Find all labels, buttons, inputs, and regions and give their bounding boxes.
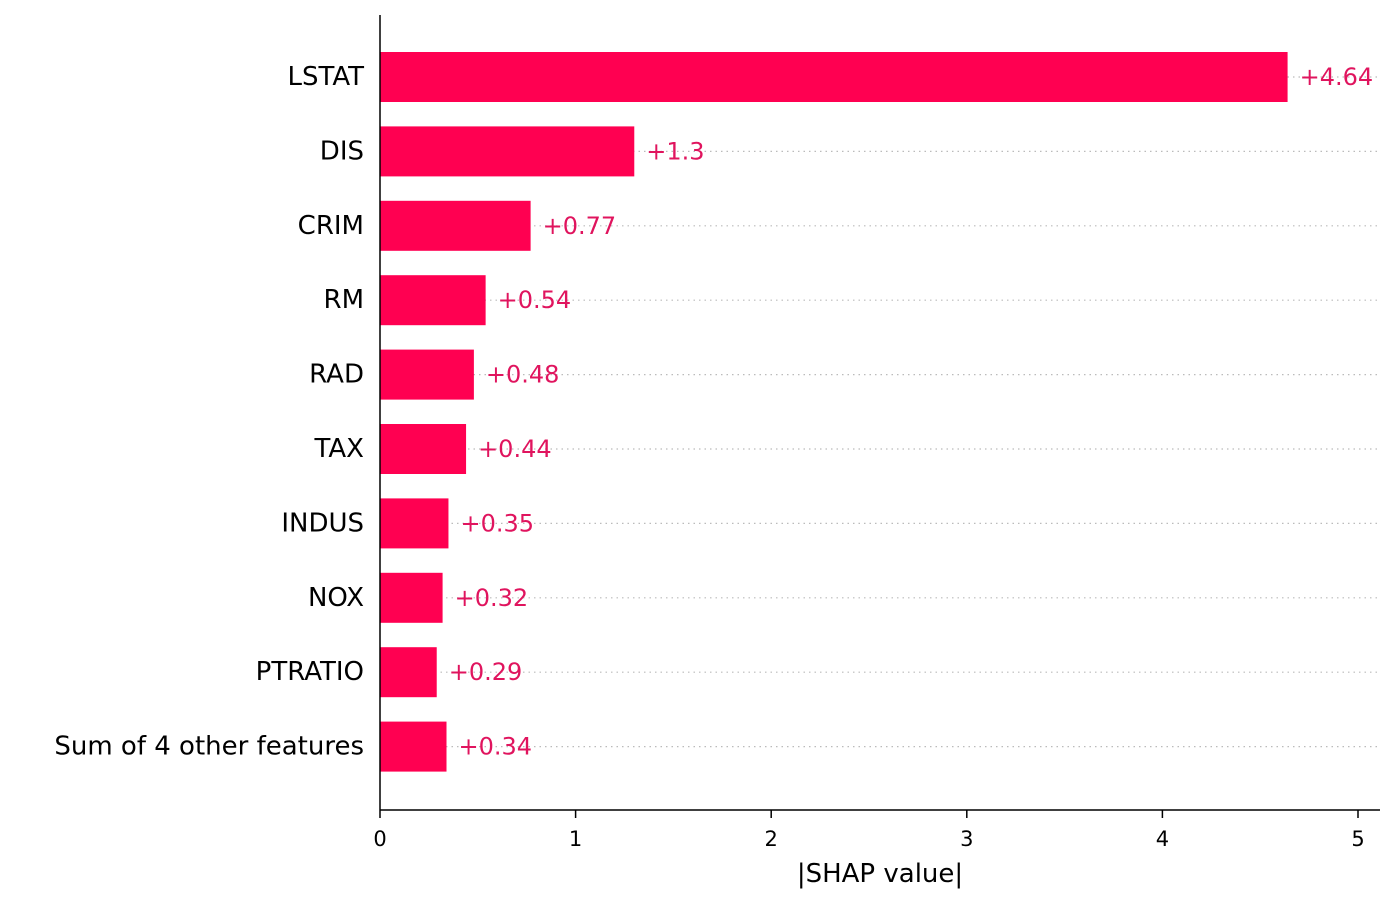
category-label: INDUS: [281, 508, 364, 538]
category-label: CRIM: [298, 211, 364, 241]
tick-label: 0: [373, 827, 386, 851]
category-label: RAD: [309, 360, 364, 390]
tick-label: 5: [1351, 827, 1364, 851]
bar: [380, 275, 486, 326]
value-label: +0.77: [543, 212, 617, 240]
bar: [380, 498, 449, 549]
guide-lines: [380, 76, 1380, 748]
category-label: TAX: [314, 434, 364, 464]
bar: [380, 52, 1288, 102]
value-label: +4.64: [1300, 63, 1374, 91]
bar: [380, 572, 443, 623]
category-label: PTRATIO: [256, 657, 364, 687]
value-label: +1.3: [646, 137, 704, 165]
value-label: +0.54: [498, 286, 572, 314]
value-label: +0.35: [460, 509, 534, 537]
bar: [380, 349, 474, 400]
value-label: +0.29: [449, 658, 523, 686]
value-label: +0.34: [459, 733, 533, 761]
category-label: DIS: [320, 136, 364, 166]
category-label: RM: [324, 285, 365, 315]
bar: [380, 126, 635, 177]
bar: [380, 200, 531, 251]
value-label: +0.32: [455, 584, 529, 612]
category-label: LSTAT: [287, 62, 364, 92]
tick-label: 4: [1156, 827, 1169, 851]
bar: [380, 424, 467, 474]
x-ticks: 0 1 2 3 4 5: [373, 810, 1365, 851]
bars: [380, 52, 1288, 772]
category-label: Sum of 4 other features: [54, 732, 364, 762]
bar: [380, 721, 447, 772]
tick-label: 2: [765, 827, 778, 851]
value-labels: +4.64 +1.3 +0.77 +0.54 +0.48 +0.44 +0.35 +0.32 +…: [449, 63, 1373, 761]
tick-label: 1: [569, 827, 582, 851]
category-labels: LSTAT DIS CRIM RM RAD TAX INDUS NOX PTRATIO Sum o…: [54, 62, 364, 762]
category-label: NOX: [308, 583, 364, 613]
tick-label: 3: [960, 827, 973, 851]
bar: [380, 647, 437, 698]
value-label: +0.48: [486, 361, 560, 389]
x-axis-title: |SHAP value|: [797, 859, 963, 889]
value-label: +0.44: [478, 435, 552, 463]
